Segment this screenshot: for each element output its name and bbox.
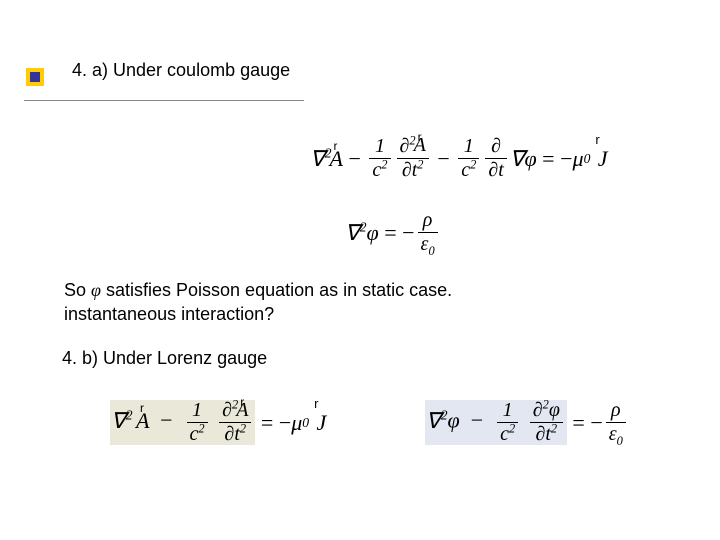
slide: 4. a) Under coulomb gauge ∇2 rA − 1 c2 ∂… [0,0,720,540]
equation-wave-A-lorenz: ∇2 rA − 1 c2 ∂2rA ∂t2 = −μ0 rJ [110,400,326,445]
vec-mark-icon: r [314,396,318,411]
equation-wave-phi-lorenz: ∇2φ − 1 c2 ∂2φ ∂t2 = − ρ ε0 [425,400,629,445]
heading-4a: 4. a) Under coulomb gauge [72,60,290,81]
nabla-sq: ∇2 [310,146,332,172]
frac-d-dt: ∂ ∂t [485,136,506,181]
frac-rho-eps0: ρ ε0 [418,210,438,255]
equation-vector-potential-coulomb: ∇2 rA − 1 c2 ∂2rA ∂t2 − 1 c2 ∂ [310,136,607,181]
vec-mark-icon: r [240,395,244,409]
vec-mark-icon: r [334,139,338,153]
vec-mark-icon: r [140,401,144,415]
vec-mark-icon: r [418,130,422,144]
vec-mark-icon: r [595,132,599,147]
frac-d2A-dt2: ∂2rA ∂t2 [397,136,429,181]
equation-poisson-phi: ∇2φ = − ρ ε0 [345,210,441,255]
heading-rule [24,100,304,101]
frac-1-over-c2: 1 c2 [369,136,390,181]
commentary-text: So φ satisfies Poisson equation as in st… [64,278,624,327]
bullet-icon [26,68,44,91]
heading-4b: 4. b) Under Lorenz gauge [62,348,267,369]
frac-1-over-c2-b: 1 c2 [458,136,479,181]
